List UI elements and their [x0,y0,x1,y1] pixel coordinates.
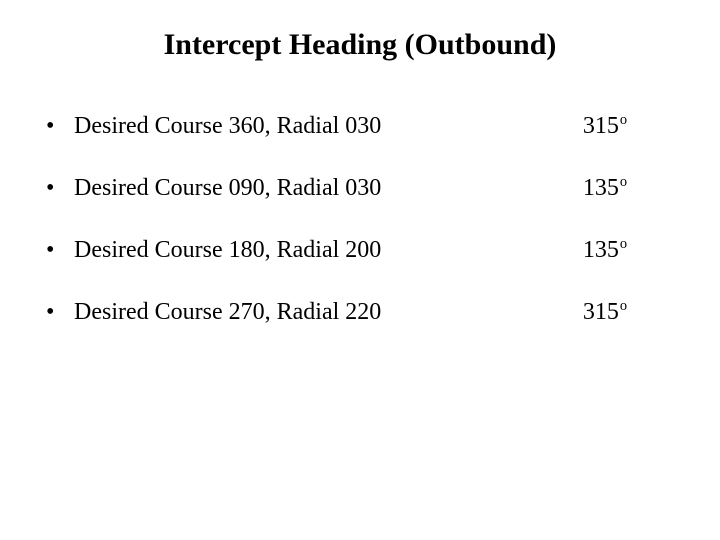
list-item-label: Desired Course 360, Radial 030 [74,113,530,140]
list-item: • Desired Course 270, Radial 220 315o [46,298,680,326]
page-title: Intercept Heading (Outbound) [40,28,680,62]
list-item-label: Desired Course 270, Radial 220 [74,299,530,326]
bullet-icon: • [46,299,74,326]
list-item-value: 135o [530,174,680,202]
list-item-value: 315o [530,112,680,140]
list-item: • Desired Course 090, Radial 030 135o [46,174,680,202]
list-item: • Desired Course 360, Radial 030 315o [46,112,680,140]
bullet-list: • Desired Course 360, Radial 030 315o • … [40,112,680,326]
slide: Intercept Heading (Outbound) • Desired C… [0,0,720,540]
bullet-icon: • [46,237,74,264]
list-item-value: 315o [530,298,680,326]
list-item-label: Desired Course 090, Radial 030 [74,175,530,202]
list-item-label: Desired Course 180, Radial 200 [74,237,530,264]
bullet-icon: • [46,113,74,140]
list-item-value: 135o [530,236,680,264]
list-item: • Desired Course 180, Radial 200 135o [46,236,680,264]
bullet-icon: • [46,175,74,202]
